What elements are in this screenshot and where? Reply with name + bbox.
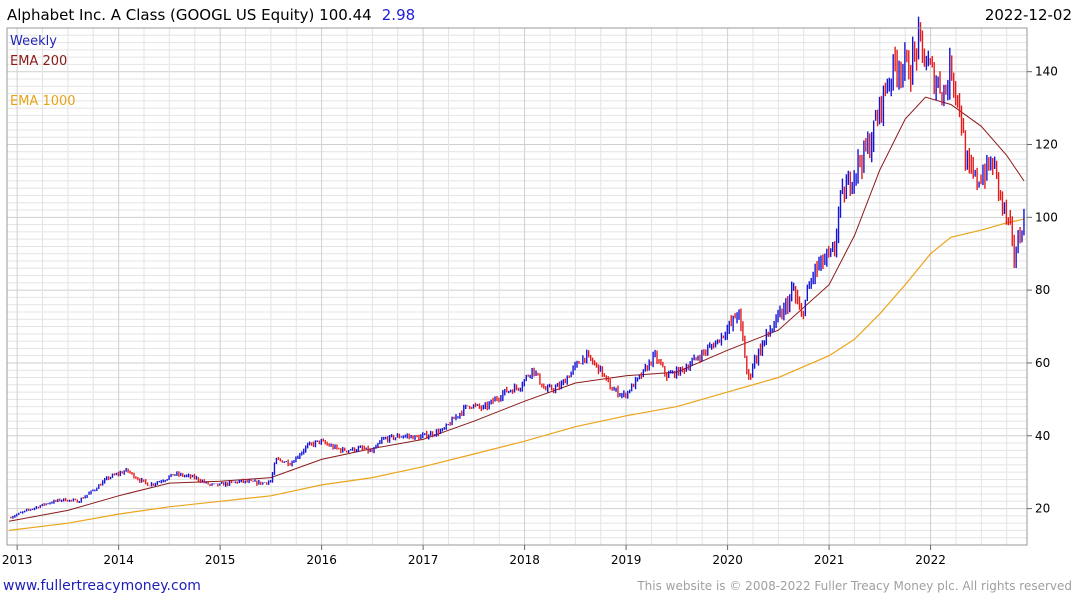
weekly-bars-layer bbox=[10, 16, 1025, 519]
x-tick-label-2013: 2013 bbox=[2, 553, 33, 567]
legend-ema-200: EMA 200 bbox=[10, 54, 67, 69]
copyright-notice: This website is © 2008-2022 Fuller Treac… bbox=[636, 579, 1072, 593]
ema-200-line bbox=[8, 96, 1025, 522]
ema-1000-line bbox=[8, 218, 1025, 531]
chart-title: Alphabet Inc. A Class (GOOGL US Equity) … bbox=[7, 5, 415, 24]
y-tick-label-20: 20 bbox=[1035, 502, 1050, 516]
x-tick-label-2016: 2016 bbox=[306, 553, 337, 567]
x-tick-label-2017: 2017 bbox=[408, 553, 439, 567]
y-tick-label-60: 60 bbox=[1035, 356, 1050, 370]
x-axis: 2013 2014 2015 2016 2017 2018 2019 2020 2021 2022 bbox=[2, 545, 946, 567]
x-tick-label-2019: 2019 bbox=[611, 553, 642, 567]
legend-weekly: Weekly bbox=[10, 34, 57, 49]
y-tick-label-40: 40 bbox=[1035, 429, 1050, 443]
grid bbox=[7, 28, 1027, 545]
x-tick-label-2020: 2020 bbox=[712, 553, 743, 567]
title-main: Alphabet Inc. A Class (GOOGL US Equity) … bbox=[7, 6, 372, 24]
legend-ema-1000: EMA 1000 bbox=[10, 94, 76, 109]
plot-frame bbox=[6, 27, 1028, 546]
y-tick-label-100: 100 bbox=[1035, 210, 1058, 224]
x-tick-label-2015: 2015 bbox=[205, 553, 236, 567]
ema-200-layer bbox=[8, 96, 1025, 522]
chart-date: 2022-12-02 bbox=[985, 6, 1072, 24]
x-tick-label-2014: 2014 bbox=[103, 553, 134, 567]
ema-1000-layer bbox=[8, 218, 1025, 531]
x-tick-label-2022: 2022 bbox=[915, 553, 946, 567]
x-tick-label-2021: 2021 bbox=[814, 553, 845, 567]
website-link[interactable]: www.fullertreacymoney.com bbox=[3, 578, 201, 594]
y-tick-label-120: 120 bbox=[1035, 138, 1058, 152]
y-tick-label-140: 140 bbox=[1035, 65, 1058, 79]
y-tick-label-80: 80 bbox=[1035, 283, 1050, 297]
y-axis: 20 40 60 80 100 120 140 bbox=[1027, 65, 1058, 516]
price-change: 2.98 bbox=[382, 6, 415, 24]
x-tick-label-2018: 2018 bbox=[509, 553, 540, 567]
